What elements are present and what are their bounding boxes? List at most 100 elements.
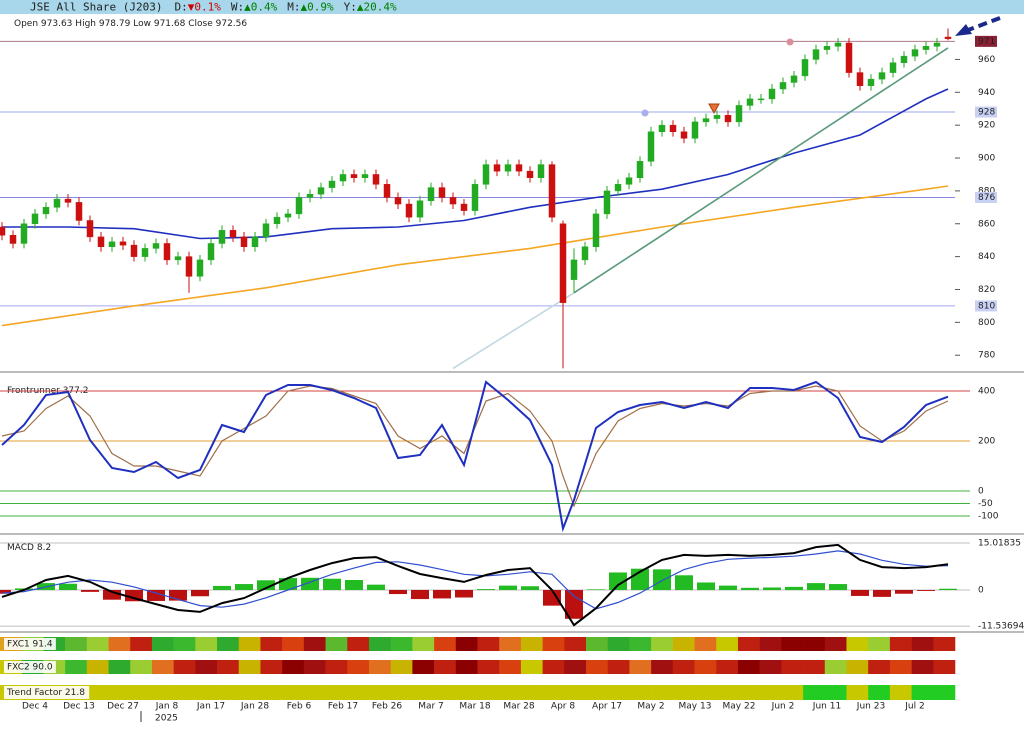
candle-body [9,235,17,244]
heat-cell [195,637,218,651]
level-dot [641,109,649,117]
candle-body [361,174,369,178]
histogram-bar [125,589,143,602]
heat-cell [217,685,240,700]
heat-cell [651,637,674,651]
candle-body [471,184,479,211]
strip-label-box [4,638,56,650]
heat-cell [434,685,457,700]
histogram-bar [763,587,781,590]
pointer-arrow [967,16,1001,32]
candle-body [383,184,391,198]
change-prefix: W: [231,1,244,14]
candle-body [328,180,336,188]
candle-body [658,124,666,132]
histogram-bar [477,589,495,590]
x-tick-label: Feb 26 [372,702,403,712]
histogram-bar [873,589,891,597]
indicator-label: MACD 8.2 [7,543,51,553]
y-tick-label: -11.53694 [978,622,1024,632]
heat-cell [716,660,739,674]
candle-body [526,170,534,178]
candle-body [394,197,402,205]
level-tag-label: 971 [978,37,995,47]
histogram-bar [675,575,693,590]
change-value: 0.4% [251,1,278,14]
header-text: JSE All Share (J203) D:▼0.1% W:▲0.4% M:▲0.9… [30,1,397,14]
marker [708,103,720,115]
candle-body [922,46,930,50]
heat-cell [846,685,869,700]
histogram-bar [103,589,121,600]
histogram-bar [235,584,253,590]
heat-cell [282,685,305,700]
indicator-line [1,550,949,610]
heat-cell [911,660,934,674]
candle-body [801,59,809,77]
heat-cell [238,685,261,700]
heat-cell [716,685,739,700]
candle-body [757,98,765,101]
heat-cell [868,637,891,651]
heat-cell [282,660,305,674]
histogram-bar [59,583,77,590]
heat-cell [586,685,609,700]
x-tick-label: Dec 27 [107,702,139,712]
candle-body [680,131,688,139]
heat-cell [455,685,478,700]
candle-body [240,236,248,248]
candle-body [493,164,501,172]
candle-body [64,198,72,203]
strip-label-box [4,661,56,673]
x-tick-label: Apr 8 [551,702,575,712]
candle-body [460,203,468,211]
header-bar [0,0,1024,14]
heat-cell [86,637,109,651]
candle-body [691,121,699,139]
heat-cell [607,660,630,674]
candle-body [372,174,380,185]
heat-cell [260,685,283,700]
candle-body [570,259,578,280]
heat-cell [542,685,565,700]
heat-cell [933,660,956,674]
heat-cell [889,660,912,674]
candle-body [878,72,886,80]
x-tick-label: May 2 [637,702,664,712]
heat-cell [108,637,131,651]
heat-cell [217,660,240,674]
candle-body [603,190,611,215]
candle-body [152,243,160,249]
heat-cell [781,637,804,651]
heat-cell [933,685,956,700]
candle-body [163,243,171,261]
candle-body [273,216,281,225]
histogram-bar [719,585,737,590]
heat-cell [672,637,695,651]
heat-cell [130,660,153,674]
heat-cell [173,660,196,674]
candle-body [647,131,655,162]
candle-body [867,78,875,86]
heat-cell [173,685,196,700]
y-tick-label: 960 [978,55,995,65]
y-tick-label: -50 [978,499,993,509]
candle-body [900,55,908,63]
level-tag-label: 810 [978,301,995,311]
ohlc-label: Open [14,19,38,29]
candle-body [625,177,633,185]
candle-body [295,197,303,215]
histogram-bar [191,589,209,597]
histogram-bar [345,579,363,590]
heat-cell [238,637,261,651]
candle-body [790,75,798,83]
indicator-line [1,385,949,508]
histogram-bar [565,589,583,619]
candle-body [229,230,237,238]
heat-cell [434,660,457,674]
heat-cell [368,637,391,651]
candle-body [42,207,50,215]
heat-cell [911,637,934,651]
heat-cell [651,660,674,674]
x-tick-label: Dec 13 [63,702,95,712]
